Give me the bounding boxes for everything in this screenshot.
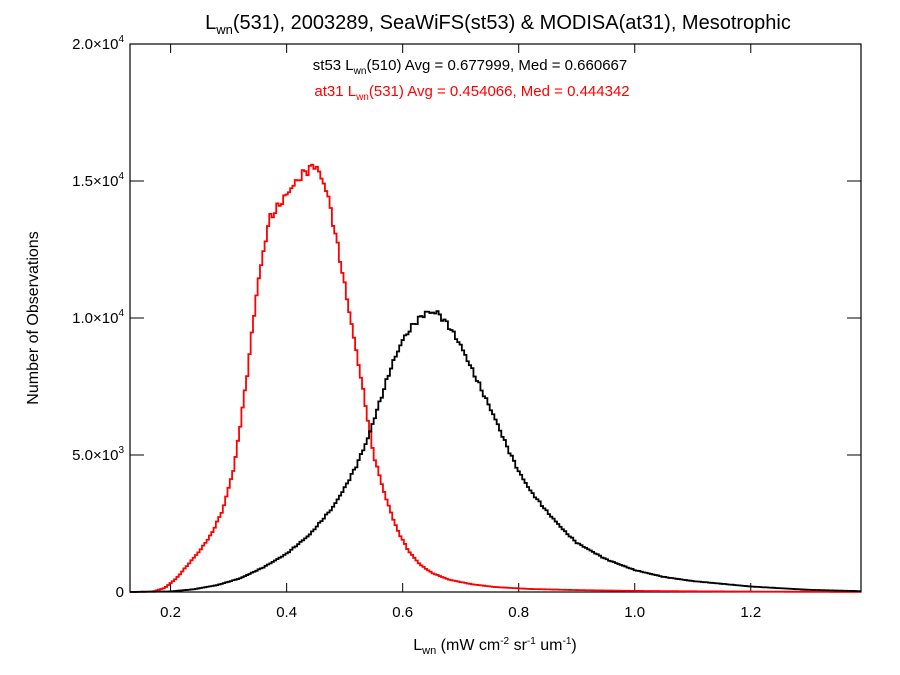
title-subscript: wn [215,22,233,37]
stats-annotations: st53 Lwn(510) Avg = 0.677999, Med = 0.66… [313,57,630,103]
series-group [130,163,861,593]
title-base: L [205,12,216,34]
x-tick-label: 0.8 [508,604,529,621]
xlabel-sup2: -1 [527,636,536,647]
svg-text:Lwn (mW cm-2 sr-1 um-1): Lwn (mW cm-2 sr-1 um-1) [413,636,576,657]
y-tick-exponent: 3 [118,445,124,456]
xlabel-sup3: -1 [562,636,571,647]
y-tick-label: 1.0×104 [72,308,124,327]
chart-title: Lwn(531), 2003289, SeaWiFS(st53) & MODIS… [205,12,791,37]
title-rest: (531), 2003289, SeaWiFS(st53) & MODISA(a… [233,12,791,34]
y-tick-mantissa: 1.5×10 [72,173,118,190]
histogram-series-0 [130,163,861,593]
xlabel-part1: (mW cm [436,637,500,654]
x-tick-label: 0.4 [276,604,297,621]
x-tick-label: 1.2 [740,604,761,621]
y-tick-label: 5.0×103 [72,445,124,464]
y-tick-label: 0 [116,584,124,601]
xlabel-base: L [413,637,422,654]
y-tick-label: 1.5×104 [72,171,124,190]
x-axis-label: Lwn (mW cm-2 sr-1 um-1) [413,636,576,657]
xlabel-part4: ) [571,637,576,654]
annotation-at31-sub: wn [355,92,369,103]
y-tick-mantissa: 2.0×10 [72,36,118,53]
y-tick-mantissa: 0 [116,584,124,601]
annotation-at31-post: (531) Avg = 0.454066, Med = 0.444342 [369,83,630,100]
xlabel-sup1: -2 [500,636,509,647]
y-tick-mantissa: 5.0×10 [72,447,118,464]
annotation-st53-post: (510) Avg = 0.677999, Med = 0.660667 [366,57,627,74]
x-tick-label: 0.2 [160,604,181,621]
y-tick-label: 2.0×104 [72,34,124,53]
annotation-st53: st53 Lwn(510) Avg = 0.677999, Med = 0.66… [313,57,627,77]
annotation-at31: at31 Lwn(531) Avg = 0.454066, Med = 0.44… [314,83,629,103]
y-tick-exponent: 4 [118,34,124,45]
x-tick-label: 0.6 [392,604,413,621]
x-axis: 0.2 0.4 0.6 0.8 1.0 1.2 [160,44,761,621]
y-tick-exponent: 4 [118,171,124,182]
xlabel-sub: wn [421,645,436,657]
histogram-series-1 [130,310,861,593]
y-axis-label: Number of Observations [25,231,42,404]
x-tick-label: 1.0 [624,604,645,621]
annotation-st53-sub: wn [353,66,367,77]
annotation-at31-pre: at31 L [314,83,356,100]
plot-area-frame [129,43,862,593]
svg-text:Lwn(531), 2003289, SeaWiFS(st5: Lwn(531), 2003289, SeaWiFS(st53) & MODIS… [205,12,791,37]
annotation-st53-pre: st53 L [313,57,354,74]
y-tick-exponent: 4 [118,308,124,319]
xlabel-part2: sr [509,637,527,654]
xlabel-part3: um [536,637,563,654]
y-tick-mantissa: 1.0×10 [72,310,118,327]
